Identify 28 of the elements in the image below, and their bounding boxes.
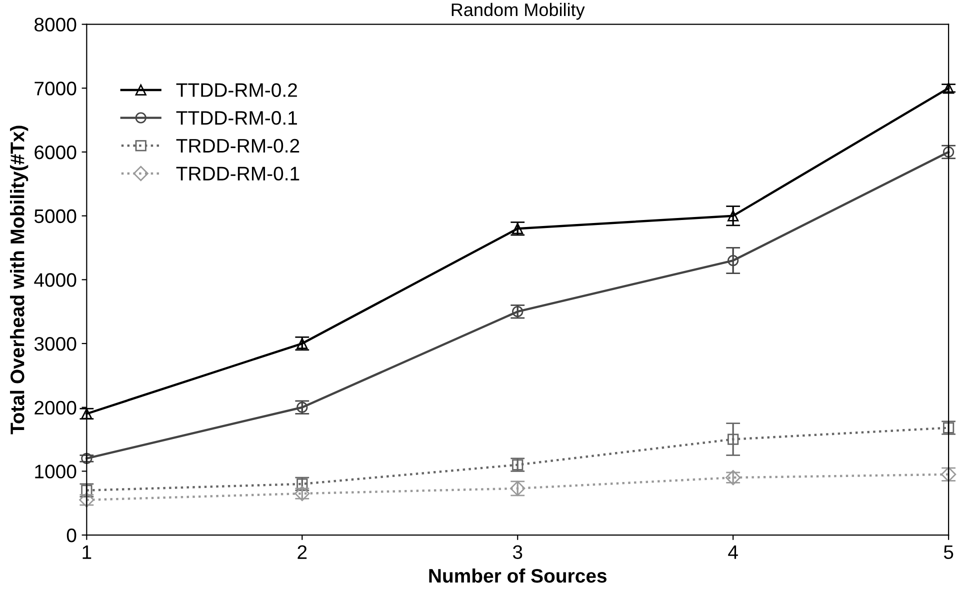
x-tick-label: 1 [82,545,92,559]
y-tick-label: 3000 [34,336,76,351]
y-tick-label: 5000 [34,209,76,224]
point [728,254,739,266]
y-tick-label: 2000 [34,400,76,415]
point [79,492,94,508]
y-tick-label: 7000 [34,82,76,96]
y-tick-label: 4000 [34,273,76,287]
point [728,434,739,445]
x-tick-label: 2 [298,545,307,559]
legend-label: TTDD-RM-0.2 [176,83,297,97]
x-tick-label: 3 [512,545,522,560]
legend-label: TTDD-RM-0.1 [176,111,297,125]
point [943,82,954,94]
legend-label: TRDD-RM-0.1 [176,166,300,181]
x-axis-title: Number of Sources [429,568,606,583]
y-axis-title: Total Overhead with Mobility(#Tx) [10,126,28,434]
point [728,210,739,222]
x-tick-label: 4 [728,545,738,559]
x-tick-label: 5 [944,545,954,560]
y-tick-label: 1000 [35,464,76,478]
point [81,484,92,496]
chart-title: Random Mobility [452,2,585,20]
y-tick-label: 8000 [34,18,76,32]
y-tick-label: 6000 [34,145,76,160]
legend-label: TRDD-RM-0.2 [176,138,300,153]
point [81,408,92,420]
y-tick-label: 0 [66,528,76,542]
